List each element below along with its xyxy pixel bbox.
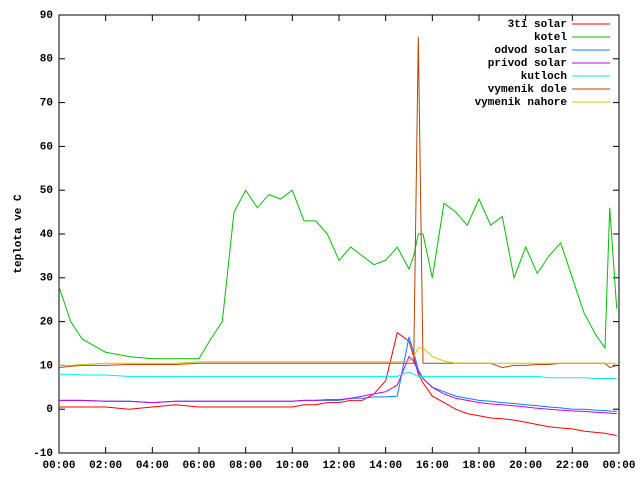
legend-label: kotel (534, 32, 567, 44)
legend-label: privod solar (488, 58, 567, 70)
x-tick-label: 00:00 (42, 460, 75, 472)
y-tick-label: 20 (40, 317, 53, 329)
x-tick-label: 22:00 (556, 460, 589, 472)
y-tick-label: 80 (40, 54, 53, 66)
legend-label: vymenik nahore (475, 97, 568, 109)
y-tick-label: 60 (40, 141, 53, 153)
series-line (59, 331, 617, 436)
x-tick-label: 04:00 (136, 460, 169, 472)
series-line (59, 371, 617, 379)
x-tick-label: 10:00 (276, 460, 309, 472)
x-tick-label: 02:00 (89, 460, 122, 472)
legend-label: 3ti solar (508, 19, 567, 31)
y-tick-label: 0 (46, 404, 53, 416)
series-line (59, 336, 617, 412)
x-tick-label: 20:00 (509, 460, 542, 472)
y-tick-label: 70 (40, 98, 53, 110)
x-tick-label: 16:00 (416, 460, 449, 472)
x-tick-label: 00:00 (602, 460, 635, 472)
y-tick-label: 50 (40, 185, 53, 197)
y-axis-label: teplota ve C (13, 194, 25, 274)
series-line (59, 347, 617, 366)
x-tick-label: 08:00 (229, 460, 262, 472)
y-tick-label: 90 (40, 10, 53, 22)
x-tick-label: 12:00 (322, 460, 355, 472)
legend-label: kutloch (521, 71, 567, 83)
y-tick-label: 30 (40, 273, 53, 285)
y-tick-label: 10 (40, 360, 53, 372)
series-line (58, 189, 618, 360)
y-tick-label: -10 (33, 448, 53, 460)
legend-label: vymenik dole (488, 84, 568, 96)
y-tick-label: 40 (40, 229, 53, 241)
x-tick-label: 06:00 (182, 460, 215, 472)
x-tick-label: 18:00 (462, 460, 495, 472)
series-line (58, 36, 617, 369)
legend-label: odvod solar (494, 45, 567, 57)
series-line (59, 355, 617, 415)
x-tick-label: 14:00 (369, 460, 402, 472)
